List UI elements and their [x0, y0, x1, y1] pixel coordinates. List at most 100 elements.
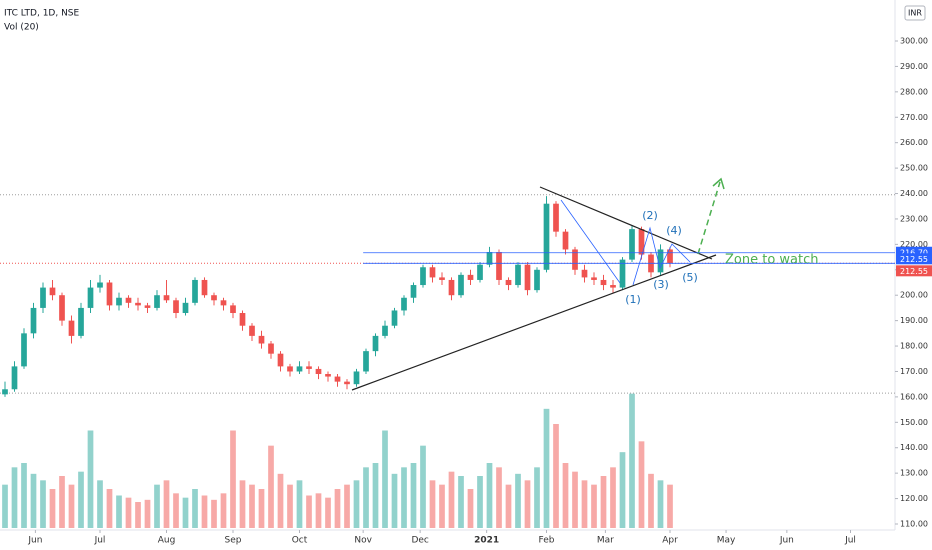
- candle-body: [306, 366, 312, 369]
- volume-bar: [505, 484, 512, 528]
- y-tick-label: 140.00: [900, 443, 928, 452]
- wave-label: (2): [642, 209, 658, 222]
- volume-bar: [382, 430, 388, 528]
- wave-line: [632, 226, 691, 286]
- candle-body: [448, 279, 455, 296]
- resistance-trendline: [539, 186, 713, 260]
- volume-bar: [610, 467, 616, 528]
- volume-bar: [30, 473, 37, 528]
- x-tick-label: Aug: [158, 536, 176, 546]
- x-tick-label: Sep: [225, 536, 242, 546]
- candle-body: [534, 269, 540, 291]
- y-tick-label: 160.00: [900, 392, 928, 401]
- volume-bar: [486, 463, 493, 528]
- volume-bar: [258, 489, 265, 528]
- candle-body: [401, 297, 407, 311]
- volume-bar: [629, 393, 635, 528]
- y-tick-label: 280.00: [900, 87, 928, 96]
- volume-bar: [201, 495, 208, 528]
- y-tick-label: 220.00: [900, 240, 928, 249]
- x-tick-label: 2021: [474, 536, 499, 546]
- candle-body: [125, 297, 132, 303]
- y-tick-label: 130.00: [900, 469, 928, 478]
- zone-price-box: [896, 253, 932, 265]
- volume-bar: [249, 484, 255, 528]
- volume-bar: [68, 484, 75, 528]
- candle-body: [201, 279, 208, 296]
- candle-body: [372, 335, 379, 352]
- volume-bar: [619, 452, 626, 528]
- candle-body: [220, 300, 227, 306]
- volume-bar: [97, 480, 103, 528]
- candle-body: [97, 282, 103, 288]
- volume-bar: [439, 484, 445, 528]
- candle-body: [296, 366, 303, 372]
- volume-bar: [553, 424, 559, 528]
- volume-bar: [543, 408, 550, 528]
- volume-bar: [410, 463, 417, 528]
- candle-body: [553, 203, 559, 232]
- candle-body: [144, 305, 151, 308]
- x-tick-label: Apr: [662, 536, 678, 546]
- volume-bar: [591, 484, 597, 528]
- y-tick-label: 200.00: [900, 291, 928, 300]
- wave-label: (1): [625, 293, 641, 306]
- volume-bar: [163, 480, 170, 528]
- candle-body: [467, 274, 474, 280]
- candle-body: [638, 229, 645, 255]
- volume-bar: [353, 480, 360, 528]
- volume-bar: [2, 484, 8, 528]
- candle-body: [667, 249, 673, 264]
- candle-body: [258, 335, 265, 344]
- volume-label: Vol (20): [4, 23, 39, 33]
- candle-body: [572, 249, 578, 270]
- candle-body: [486, 251, 493, 265]
- volume-bar: [87, 430, 94, 528]
- volume-bar: [182, 497, 189, 528]
- chart-title: ITC LTD, 1D, NSE: [4, 9, 80, 19]
- candle-body: [116, 297, 122, 306]
- candle-body: [382, 325, 388, 336]
- y-tick-label: 270.00: [900, 113, 928, 122]
- candle-body: [268, 343, 274, 354]
- volume-bar: [372, 463, 379, 528]
- volume-bar: [638, 441, 645, 528]
- volume-bar: [448, 471, 455, 528]
- volume-bar: [135, 502, 141, 528]
- candle-body: [458, 274, 464, 296]
- volume-bar: [239, 480, 246, 528]
- candle-body: [344, 381, 350, 385]
- projection-arrow: [697, 181, 721, 255]
- plot: [0, 194, 895, 528]
- candle-body: [363, 351, 369, 372]
- x-tick-label: Jul: [844, 536, 856, 546]
- arrow-head: [712, 177, 725, 190]
- volume-bar: [334, 489, 341, 528]
- volume-bar: [363, 467, 369, 528]
- candle-body: [439, 277, 445, 280]
- zone-price-label: 212.55: [900, 255, 928, 264]
- candle-body: [410, 285, 417, 298]
- candle-body: [505, 279, 512, 286]
- x-tick-label: Jun: [779, 536, 794, 546]
- volume-bar: [458, 476, 464, 528]
- volume-bar: [220, 493, 227, 528]
- volume-bar: [154, 484, 160, 528]
- y-tick-label: 260.00: [900, 138, 928, 147]
- volume-bar: [287, 484, 293, 528]
- candle-body: [30, 307, 37, 334]
- candle-body: [287, 366, 293, 372]
- x-tick-label: Mar: [597, 536, 614, 546]
- volume-bar: [40, 480, 46, 528]
- candle-body: [477, 264, 483, 280]
- zone-annotation: Zone to watch: [725, 253, 819, 268]
- zone-price-label: 216.70: [900, 248, 928, 257]
- candle-body: [581, 269, 588, 278]
- candle-body: [2, 389, 8, 395]
- y-tick-label: 150.00: [900, 418, 928, 427]
- volume-bar: [116, 495, 122, 528]
- candle-body: [515, 264, 521, 286]
- y-tick-label: 300.00: [900, 37, 928, 46]
- volume-bar: [49, 489, 56, 528]
